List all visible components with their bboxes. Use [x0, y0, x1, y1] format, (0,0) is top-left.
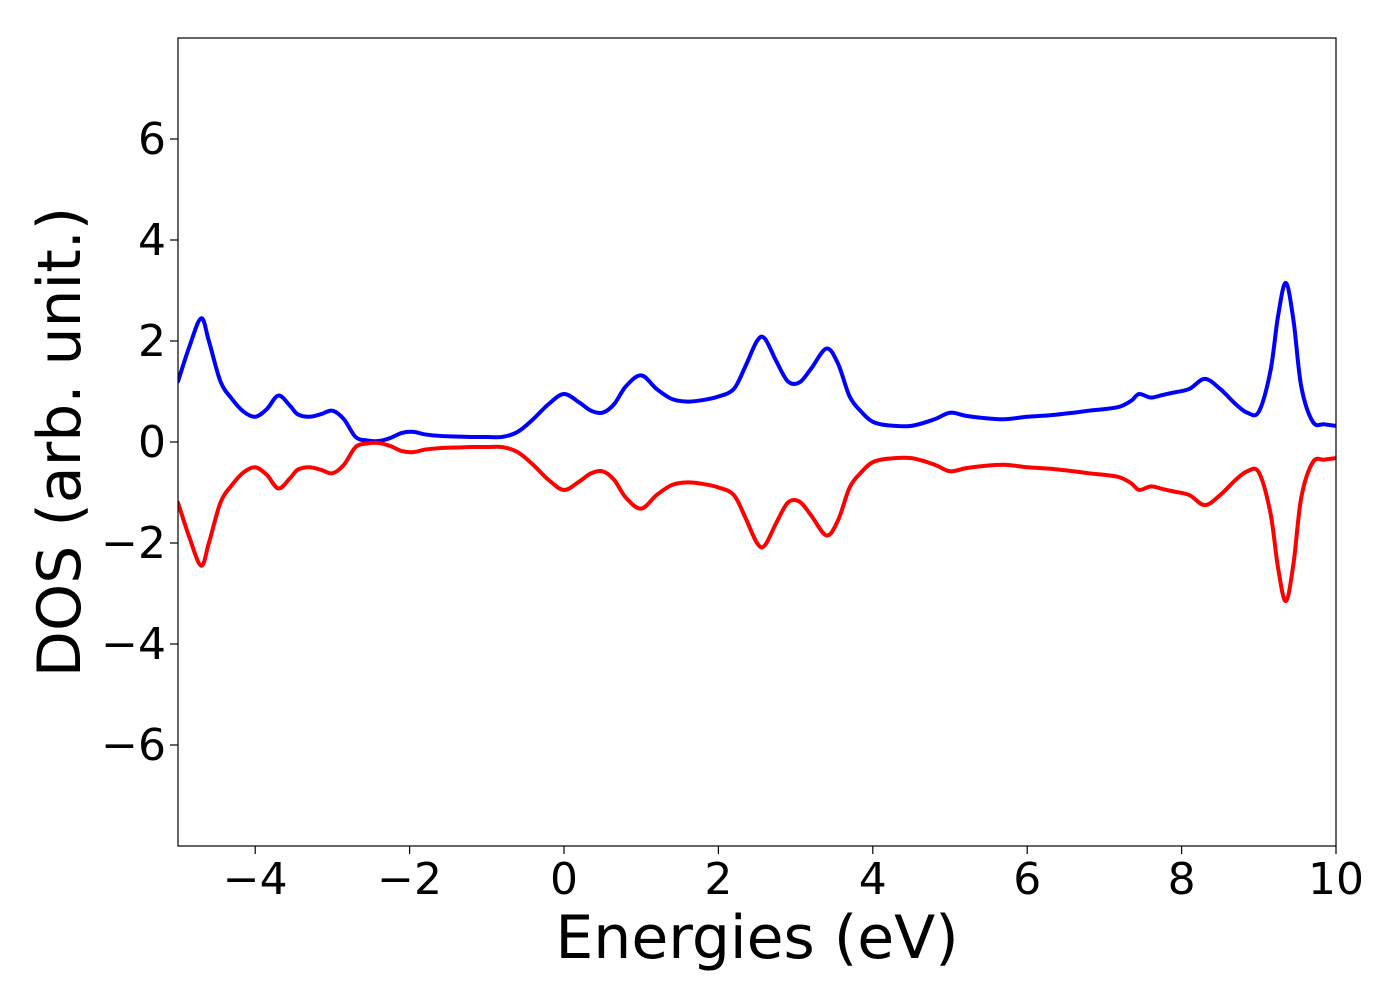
y-tick-label: −4	[101, 619, 166, 670]
series-layer	[178, 280, 1336, 604]
x-axis-ticks: −4 −2 0 2 4 6 8 10	[223, 846, 1364, 905]
x-tick-label: 8	[1168, 854, 1196, 905]
x-tick-label: 2	[704, 854, 732, 905]
x-tick-label: 6	[1013, 854, 1041, 905]
plot-frame	[177, 37, 1337, 847]
x-tick-label: 0	[550, 854, 578, 905]
y-tick-label: 0	[138, 417, 166, 468]
y-tick-label: 6	[138, 114, 166, 165]
x-axis-title: Energies (eV)	[555, 903, 958, 973]
x-tick-label: 10	[1308, 854, 1364, 905]
x-tick-label: −2	[377, 854, 442, 905]
y-tick-label: −2	[101, 518, 166, 569]
x-tick-label: 4	[859, 854, 887, 905]
x-tick-label: −4	[223, 854, 288, 905]
y-tick-label: 2	[138, 316, 166, 367]
series-line-2	[178, 440, 1336, 604]
y-tick-label: 4	[138, 215, 166, 266]
y-axis-ticks: −6 −4 −2 0 2 4 6	[101, 114, 178, 771]
y-axis-title: DOS (arb. unit.)	[25, 207, 95, 677]
series-line-1	[178, 280, 1336, 444]
y-tick-label: −6	[101, 720, 166, 771]
